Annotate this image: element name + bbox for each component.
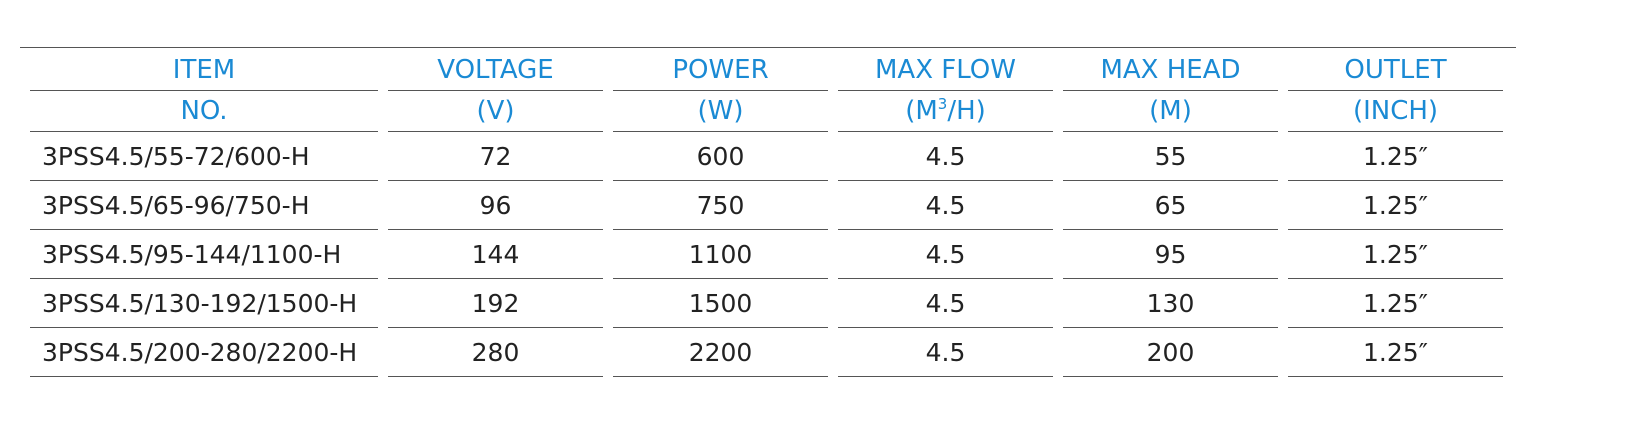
header-row-units: NO. (V) (W) (M3/H) (M) (INCH): [30, 91, 1503, 132]
unit-flow-superscript: 3: [937, 95, 948, 113]
cell-max-head: 200: [1063, 328, 1278, 377]
header-voltage: VOLTAGE: [388, 50, 603, 91]
cell-max-head: 130: [1063, 279, 1278, 328]
unit-max-head: (M): [1063, 91, 1278, 132]
cell-power: 750: [613, 181, 828, 230]
cell-item: 3PSS4.5/55-72/600-H: [30, 132, 378, 181]
pump-spec-table: ITEM VOLTAGE POWER MAX FLOW MAX HEAD OUT…: [20, 50, 1513, 377]
cell-max-head: 65: [1063, 181, 1278, 230]
cell-item: 3PSS4.5/200-280/2200-H: [30, 328, 378, 377]
table-row: 3PSS4.5/200-280/2200-H 280 2200 4.5 200 …: [30, 328, 1503, 377]
cell-outlet: 1.25″: [1288, 230, 1503, 279]
cell-item: 3PSS4.5/65-96/750-H: [30, 181, 378, 230]
header-power: POWER: [613, 50, 828, 91]
cell-voltage: 96: [388, 181, 603, 230]
cell-power: 1100: [613, 230, 828, 279]
cell-voltage: 192: [388, 279, 603, 328]
table-header: ITEM VOLTAGE POWER MAX FLOW MAX HEAD OUT…: [30, 50, 1503, 132]
header-item: ITEM: [30, 50, 378, 91]
unit-item-no: NO.: [30, 91, 378, 132]
table-row: 3PSS4.5/95-144/1100-H 144 1100 4.5 95 1.…: [30, 230, 1503, 279]
cell-item: 3PSS4.5/95-144/1100-H: [30, 230, 378, 279]
cell-max-flow: 4.5: [838, 181, 1053, 230]
header-outlet: OUTLET: [1288, 50, 1503, 91]
top-rule: [20, 47, 1516, 48]
cell-voltage: 72: [388, 132, 603, 181]
cell-max-head: 95: [1063, 230, 1278, 279]
cell-power: 2200: [613, 328, 828, 377]
cell-max-flow: 4.5: [838, 230, 1053, 279]
unit-outlet: (INCH): [1288, 91, 1503, 132]
cell-power: 1500: [613, 279, 828, 328]
unit-voltage: (V): [388, 91, 603, 132]
cell-max-head: 55: [1063, 132, 1278, 181]
cell-outlet: 1.25″: [1288, 328, 1503, 377]
header-max-flow: MAX FLOW: [838, 50, 1053, 91]
table-body: 3PSS4.5/55-72/600-H 72 600 4.5 55 1.25″ …: [30, 132, 1503, 377]
cell-max-flow: 4.5: [838, 279, 1053, 328]
unit-flow-suffix: /H): [947, 96, 986, 126]
header-row-titles: ITEM VOLTAGE POWER MAX FLOW MAX HEAD OUT…: [30, 50, 1503, 91]
cell-item: 3PSS4.5/130-192/1500-H: [30, 279, 378, 328]
header-max-head: MAX HEAD: [1063, 50, 1278, 91]
cell-outlet: 1.25″: [1288, 279, 1503, 328]
cell-max-flow: 4.5: [838, 132, 1053, 181]
cell-outlet: 1.25″: [1288, 132, 1503, 181]
unit-power: (W): [613, 91, 828, 132]
cell-voltage: 144: [388, 230, 603, 279]
cell-power: 600: [613, 132, 828, 181]
cell-voltage: 280: [388, 328, 603, 377]
unit-flow-prefix: (M: [905, 96, 938, 126]
cell-max-flow: 4.5: [838, 328, 1053, 377]
table-row: 3PSS4.5/55-72/600-H 72 600 4.5 55 1.25″: [30, 132, 1503, 181]
table-row: 3PSS4.5/65-96/750-H 96 750 4.5 65 1.25″: [30, 181, 1503, 230]
cell-outlet: 1.25″: [1288, 181, 1503, 230]
unit-max-flow: (M3/H): [838, 91, 1053, 132]
table-row: 3PSS4.5/130-192/1500-H 192 1500 4.5 130 …: [30, 279, 1503, 328]
